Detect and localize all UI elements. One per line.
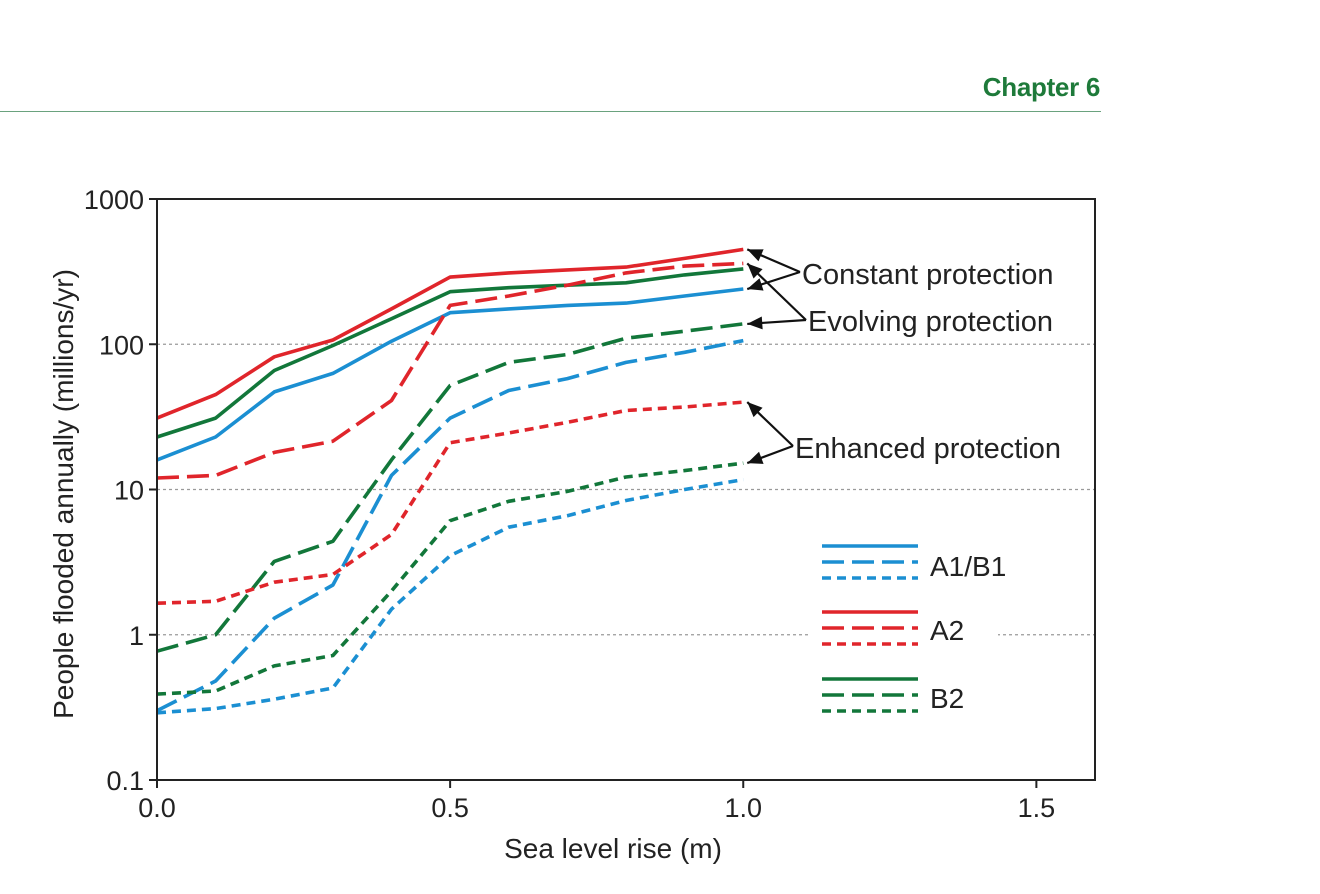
series-line-a2-enhanced [156,400,744,605]
axis-ticks: 0.0 0.5 1.0 1.5 0.1 1 10 100 1000 [84,185,1055,823]
legend: A1/B1 A2 B2 [808,528,1006,728]
legend-swatches [822,544,918,713]
x-tick-label: 1.5 [1018,793,1056,823]
y-tick-label: 1000 [84,185,144,215]
chapter-heading: Chapter 6 [982,72,1101,102]
series-line-a2-constant [156,247,744,420]
y-tick-label: 1 [129,621,144,651]
annotation-arrowhead [747,278,764,291]
series-line-b2-constant [156,267,744,439]
annotation-arrowhead [747,263,763,279]
series-line-a2-evolving [156,261,744,480]
legend-label-a1b1: A1/B1 [930,551,1006,582]
annotation-evolving-protection: Evolving protection [808,306,1053,338]
annotation-constant-protection: Constant protection [802,259,1053,291]
annotation-arrows [746,248,807,465]
x-tick-label: 0.5 [431,793,469,823]
y-tick-label: 10 [114,476,144,506]
legend-label-b2: B2 [930,683,964,714]
x-tick-label: 0.0 [138,793,176,823]
y-tick-label: 0.1 [106,766,144,796]
annotations: Constant protection Evolving protection … [746,248,1061,465]
annotation-arrowhead [747,451,764,464]
header-rule [0,111,1101,112]
series-line-b2-enhanced [156,461,744,696]
annotation-arrowhead [747,402,763,418]
annotation-arrowhead [747,316,763,330]
series-layer [156,247,744,715]
legend-label-a2: A2 [930,615,964,646]
y-tick-label: 100 [99,330,144,360]
x-tick-label: 1.0 [724,793,762,823]
series-line-a1b1-evolving [156,338,744,713]
series-line-a1b1-constant [156,287,744,462]
y-axis-title: People flooded annually (millions/yr) [48,269,79,719]
annotation-enhanced-protection: Enhanced protection [795,433,1061,465]
annotation-arrowhead [747,249,764,262]
series-line-a1b1-enhanced [156,477,744,715]
series-line-b2-evolving [156,322,744,653]
x-axis-title: Sea level rise (m) [504,833,722,864]
